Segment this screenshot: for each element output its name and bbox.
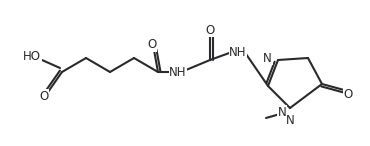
Text: N: N <box>278 106 286 119</box>
Text: O: O <box>205 24 215 36</box>
Text: N: N <box>286 113 295 126</box>
Text: N: N <box>263 52 272 65</box>
Text: NH: NH <box>229 46 247 59</box>
Text: NH: NH <box>169 66 187 79</box>
Text: O: O <box>147 39 157 52</box>
Text: O: O <box>343 87 353 100</box>
Text: HO: HO <box>23 49 41 62</box>
Text: O: O <box>39 89 48 102</box>
